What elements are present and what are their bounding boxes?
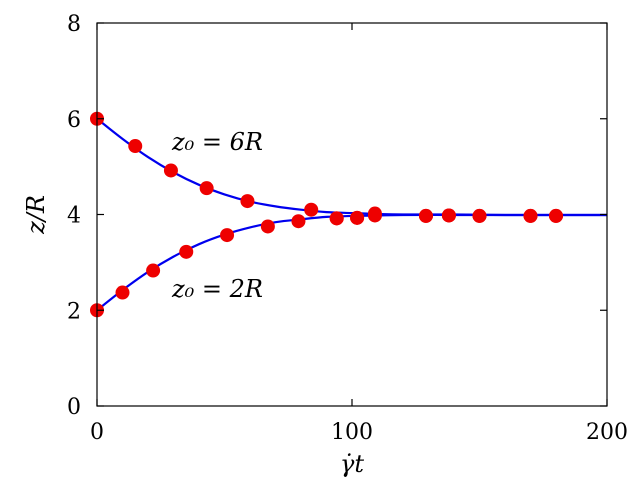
y-tick-label: 4 (67, 204, 81, 229)
annotation-z0-2R: z₀ = 2R (171, 275, 263, 303)
series-1-point (367, 208, 382, 223)
series-1-point (549, 208, 563, 223)
series-1-point (418, 208, 433, 223)
series-0-point (163, 163, 178, 178)
y-tick-label: 0 (67, 395, 81, 420)
x-tick-label: 100 (331, 420, 373, 445)
x-axis-label: γ̇t (340, 450, 364, 478)
series-1-point (329, 211, 344, 226)
series-1-point (115, 285, 130, 300)
series-1-point (260, 219, 275, 234)
series-1-point (146, 263, 161, 278)
axis-ticks: 0 100 200 0 2 4 6 8 (67, 12, 628, 445)
annotation-z0-6R: z₀ = 6R (171, 128, 263, 156)
series-1-point (523, 208, 538, 223)
x-tick-label: 200 (586, 420, 628, 445)
series-0-point (304, 202, 319, 217)
y-tick-label: 6 (67, 108, 81, 133)
series-1-point (179, 244, 194, 259)
y-axis-label: z/R (22, 195, 50, 235)
series-0-point (240, 194, 255, 209)
series-1-point (220, 228, 235, 243)
y-tick-label: 2 (67, 299, 81, 324)
series-0-point (128, 139, 143, 154)
series-1-point (472, 208, 487, 223)
series-1-point (291, 214, 306, 229)
series-1-point (350, 210, 365, 225)
series-0-point (199, 181, 214, 196)
x-tick-label: 0 (90, 420, 104, 445)
series-1-point (441, 208, 456, 223)
series-markers (90, 111, 563, 318)
y-tick-label: 8 (67, 12, 81, 37)
